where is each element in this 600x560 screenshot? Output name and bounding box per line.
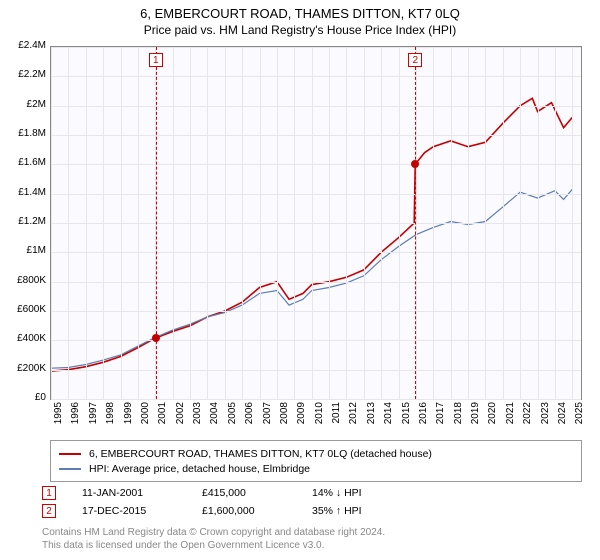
x-tick-label: 2003 [192, 402, 203, 442]
x-tick-label: 2022 [522, 402, 533, 442]
y-tick-label: £200K [2, 363, 46, 374]
y-tick-label: £1.2M [2, 216, 46, 227]
x-tick-label: 2023 [540, 402, 551, 442]
x-tick-label: 2016 [418, 402, 429, 442]
chart: 12 [50, 46, 582, 400]
x-tick-label: 2025 [574, 402, 585, 442]
x-tick-label: 2002 [175, 402, 186, 442]
y-tick-label: £400K [2, 333, 46, 344]
x-tick-label: 2015 [401, 402, 412, 442]
sale-row-hpi: 14% ↓ HPI [312, 487, 432, 499]
sale-row-price: £415,000 [202, 487, 312, 499]
x-tick-label: 1997 [88, 402, 99, 442]
x-tick-label: 2013 [366, 402, 377, 442]
sale-row-price: £1,600,000 [202, 505, 312, 517]
y-tick-label: £800K [2, 275, 46, 286]
y-tick-label: £1.6M [2, 157, 46, 168]
page-subtitle: Price paid vs. HM Land Registry's House … [0, 21, 600, 37]
legend-label: HPI: Average price, detached house, Elmb… [89, 463, 310, 475]
sale-vline [415, 47, 416, 399]
x-tick-label: 2024 [557, 402, 568, 442]
legend-swatch [59, 453, 81, 455]
x-tick-label: 2011 [331, 402, 342, 442]
sale-marker-box: 1 [149, 53, 163, 67]
x-tick-label: 2004 [209, 402, 220, 442]
footer-line1: Contains HM Land Registry data © Crown c… [42, 526, 385, 539]
x-tick-label: 1999 [123, 402, 134, 442]
x-tick-label: 1996 [70, 402, 81, 442]
x-tick-label: 2014 [383, 402, 394, 442]
y-tick-label: £1.8M [2, 128, 46, 139]
x-tick-label: 2009 [296, 402, 307, 442]
x-tick-label: 2012 [348, 402, 359, 442]
legend-item: HPI: Average price, detached house, Elmb… [59, 461, 573, 476]
sale-row: 2 17-DEC-2015£1,600,00035% ↑ HPI [42, 502, 432, 520]
y-tick-label: £1.4M [2, 187, 46, 198]
sale-row-date: 11-JAN-2001 [82, 487, 202, 499]
x-tick-label: 2021 [505, 402, 516, 442]
y-tick-label: £2M [2, 99, 46, 110]
x-tick-label: 2019 [470, 402, 481, 442]
sale-row-date: 17-DEC-2015 [82, 505, 202, 517]
x-tick-label: 2017 [435, 402, 446, 442]
x-tick-label: 2001 [157, 402, 168, 442]
sale-row-hpi: 35% ↑ HPI [312, 505, 432, 517]
page-title: 6, EMBERCOURT ROAD, THAMES DITTON, KT7 0… [0, 0, 600, 21]
sale-row-marker: 1 [42, 486, 56, 500]
x-tick-label: 2005 [227, 402, 238, 442]
y-tick-label: £1M [2, 245, 46, 256]
sale-marker-box: 2 [408, 53, 422, 67]
sales-table: 1 11-JAN-2001£415,00014% ↓ HPI 2 17-DEC-201… [42, 484, 432, 520]
x-tick-label: 1995 [53, 402, 64, 442]
y-tick-label: £0 [2, 392, 46, 403]
x-tick-label: 2020 [487, 402, 498, 442]
y-tick-label: £600K [2, 304, 46, 315]
sale-row-marker: 2 [42, 504, 56, 518]
footer-line2: This data is licensed under the Open Gov… [42, 539, 385, 552]
x-tick-label: 2010 [314, 402, 325, 442]
x-tick-label: 2007 [262, 402, 273, 442]
x-tick-label: 2018 [453, 402, 464, 442]
y-tick-label: £2.2M [2, 69, 46, 80]
x-tick-label: 1998 [105, 402, 116, 442]
legend-item: 6, EMBERCOURT ROAD, THAMES DITTON, KT7 0… [59, 446, 573, 461]
legend-label: 6, EMBERCOURT ROAD, THAMES DITTON, KT7 0… [89, 448, 432, 460]
x-tick-label: 2006 [244, 402, 255, 442]
footer: Contains HM Land Registry data © Crown c… [42, 526, 385, 552]
sale-dot [152, 334, 160, 342]
sale-vline [156, 47, 157, 399]
sale-row: 1 11-JAN-2001£415,00014% ↓ HPI [42, 484, 432, 502]
x-tick-label: 2008 [279, 402, 290, 442]
y-tick-label: £2.4M [2, 40, 46, 51]
legend-swatch [59, 468, 81, 470]
x-tick-label: 2000 [140, 402, 151, 442]
legend: 6, EMBERCOURT ROAD, THAMES DITTON, KT7 0… [50, 440, 582, 482]
